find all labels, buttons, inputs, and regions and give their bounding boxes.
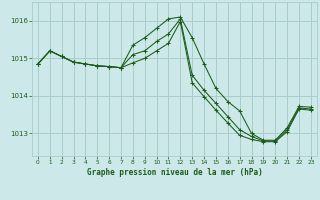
X-axis label: Graphe pression niveau de la mer (hPa): Graphe pression niveau de la mer (hPa)	[86, 168, 262, 177]
